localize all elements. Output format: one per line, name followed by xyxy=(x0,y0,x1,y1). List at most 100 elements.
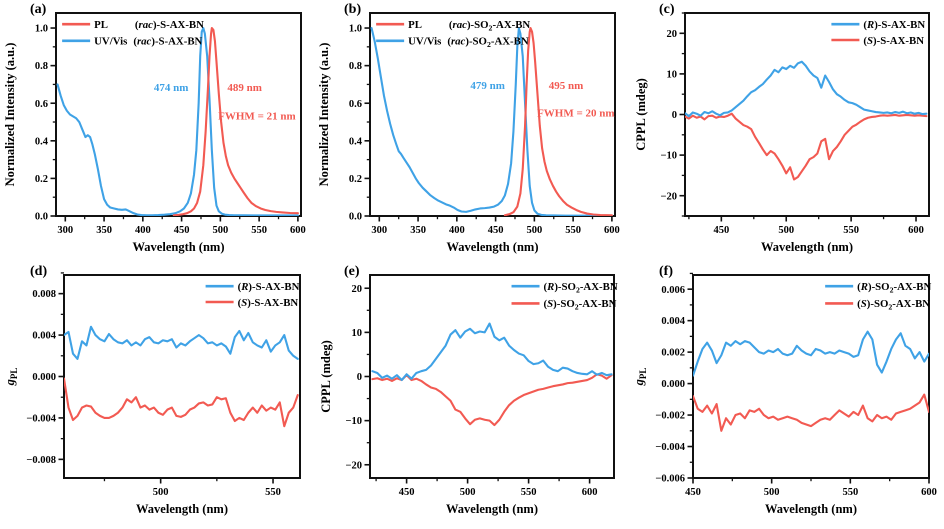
panel-label-d: (d) xyxy=(30,264,48,279)
svg-text:550: 550 xyxy=(843,225,859,236)
svg-text:450: 450 xyxy=(399,487,415,498)
series-group xyxy=(371,322,613,427)
y-axis-label: CPPL (mdeg) xyxy=(634,78,648,151)
plot-frame xyxy=(369,12,616,217)
svg-text:300: 300 xyxy=(57,225,73,236)
legend: (R)-S-AX-BN (S)-S-AX-BN xyxy=(831,19,925,47)
x-axis-label: Wavelength (nm) xyxy=(765,502,857,516)
panel-b: (b) 300 350 400 450 500 550 600 0.0 0.2 0.4 0.6 0.8… xyxy=(314,0,629,262)
svg-text:0.6: 0.6 xyxy=(349,99,362,110)
panel-label-a: (a) xyxy=(30,2,47,17)
y-axis-label: CPPL (mdeg) xyxy=(319,340,333,413)
svg-text:450: 450 xyxy=(488,225,504,236)
svg-text:10: 10 xyxy=(667,70,678,81)
data-line xyxy=(371,373,613,427)
svg-text:20: 20 xyxy=(352,284,363,295)
svg-text:600: 600 xyxy=(582,487,598,498)
x-axis-label: Wavelength (nm) xyxy=(446,240,538,254)
svg-text:450: 450 xyxy=(174,225,190,236)
legend-label: PL (rac)-S-AX-BN xyxy=(94,19,204,31)
y-axis-label: gPL xyxy=(3,368,19,387)
chart-cppl-so2-ax-bn: 450 500 550 600 −20 −10 0 10 20 Wavelength (nm) CP… xyxy=(319,274,618,516)
svg-text:550: 550 xyxy=(842,487,858,498)
data-line xyxy=(64,325,299,360)
svg-text:0.0: 0.0 xyxy=(35,212,48,223)
svg-text:0.8: 0.8 xyxy=(35,61,48,72)
svg-text:0.0: 0.0 xyxy=(349,212,362,223)
svg-text:−10: −10 xyxy=(346,416,362,427)
svg-text:−0.002: −0.002 xyxy=(655,411,685,422)
data-line xyxy=(685,112,928,181)
svg-text:−0.006: −0.006 xyxy=(655,474,685,485)
chart-gpl-s-ax-bn: 500 550 −0.008 −0.004 0.000 0.004 0.008 Wavelen… xyxy=(3,272,301,516)
panel-label-f: (f) xyxy=(659,264,673,279)
legend-label: (S)-S-AX-BN xyxy=(238,297,299,309)
x-axis-label: Wavelength (nm) xyxy=(446,502,538,516)
x-axis-label: Wavelength (nm) xyxy=(132,240,224,254)
x-axis-label: Wavelength (nm) xyxy=(136,502,228,516)
svg-text:0.2: 0.2 xyxy=(349,174,362,185)
svg-text:600: 600 xyxy=(290,225,306,236)
panel-label-b: (b) xyxy=(344,2,362,17)
legend-label: (R)-SO2-AX-BN xyxy=(857,281,931,295)
panel-label-e: (e) xyxy=(344,264,360,279)
legend-label: UV/Vis (rac)-SO2-AX-BN xyxy=(408,36,529,50)
panel-f: (f) 450 500 550 600 −0.006 −0.004 −0.002 0.000 0… xyxy=(629,262,944,525)
svg-text:20: 20 xyxy=(667,29,678,40)
data-line xyxy=(56,26,299,216)
svg-text:300: 300 xyxy=(371,225,387,236)
axis-ticks: 450 500 550 600 −20 −10 0 10 20 xyxy=(346,284,598,498)
y-axis-label: Normalized Intensity (a.u.) xyxy=(317,43,331,187)
annotation: 495 nm xyxy=(549,80,584,92)
data-line xyxy=(172,26,299,216)
annotation: 479 nm xyxy=(470,80,505,92)
svg-text:500: 500 xyxy=(526,225,542,236)
svg-text:550: 550 xyxy=(251,225,267,236)
svg-text:10: 10 xyxy=(352,328,363,339)
axis-ticks: 300 350 400 450 500 550 600 0.0 0.2 0.4 0.6 0.8 1.0 xyxy=(35,24,306,236)
legend-label: PL (rac)-SO2-AX-BN xyxy=(408,19,530,33)
legend-label: (S)-SO2-AX-BN xyxy=(544,298,617,312)
chart-pl-uvvis-s-ax-bn: 300 350 400 450 500 550 600 0.0 0.2 0.4 0.6 0.8 1.0 W… xyxy=(3,12,306,254)
legend-label: (R)-S-AX-BN xyxy=(238,281,300,293)
panel-d: (d) 500 550 −0.008 −0.004 0.000 0.004 0.008 Wav… xyxy=(0,262,314,525)
svg-text:0: 0 xyxy=(672,110,677,121)
svg-text:1.0: 1.0 xyxy=(349,24,362,35)
legend: PL (rac)-SO2-AX-BN UV/Vis (rac)-SO2-AX-BN xyxy=(376,19,530,49)
legend: (R)-S-AX-BN (S)-S-AX-BN xyxy=(205,281,300,309)
data-line xyxy=(371,322,613,382)
chart-pl-uvvis-so2-ax-bn: 300 350 400 450 500 550 600 0.0 0.2 0.4 0.6 0.8 1.0 W… xyxy=(317,12,620,254)
svg-text:500: 500 xyxy=(212,225,228,236)
svg-text:400: 400 xyxy=(135,225,151,236)
svg-text:0.004: 0.004 xyxy=(661,316,685,327)
svg-text:0.8: 0.8 xyxy=(349,61,362,72)
legend-label: (S)-S-AX-BN xyxy=(863,35,924,47)
chart-gpl-so2-ax-bn: 450 500 550 600 −0.006 −0.004 −0.002 0.000 0.002… xyxy=(632,272,937,516)
legend: PL (rac)-S-AX-BN UV/Vis (rac)-S-AX-BN xyxy=(62,19,204,48)
svg-text:−20: −20 xyxy=(346,460,362,471)
svg-text:−0.008: −0.008 xyxy=(26,455,56,466)
legend-label: (R)-S-AX-BN xyxy=(863,19,925,31)
svg-text:0.6: 0.6 xyxy=(35,99,48,110)
svg-text:−0.004: −0.004 xyxy=(655,442,685,453)
svg-text:1.0: 1.0 xyxy=(35,24,48,35)
legend-label: (R)-SO2-AX-BN xyxy=(544,281,618,295)
data-line xyxy=(503,26,613,216)
svg-text:500: 500 xyxy=(764,487,780,498)
annotation: 474 nm xyxy=(154,82,189,94)
series-group xyxy=(370,26,613,216)
svg-text:500: 500 xyxy=(460,487,476,498)
svg-text:0.4: 0.4 xyxy=(349,136,363,147)
svg-text:400: 400 xyxy=(449,225,465,236)
svg-text:−20: −20 xyxy=(661,191,677,202)
x-axis-label: Wavelength (nm) xyxy=(761,240,853,254)
svg-text:550: 550 xyxy=(565,225,581,236)
svg-text:0.008: 0.008 xyxy=(32,289,56,300)
y-axis-label: Normalized Intensity (a.u.) xyxy=(3,43,17,187)
data-line xyxy=(685,60,928,118)
legend: (R)-SO2-AX-BN (S)-SO2-AX-BN xyxy=(825,281,931,312)
svg-text:450: 450 xyxy=(685,487,701,498)
svg-text:600: 600 xyxy=(921,487,937,498)
svg-text:0.2: 0.2 xyxy=(35,174,48,185)
